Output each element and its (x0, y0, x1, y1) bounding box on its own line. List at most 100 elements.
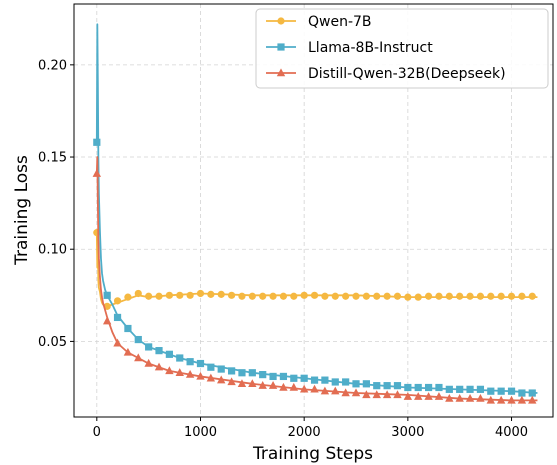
data-point (528, 292, 536, 300)
data-point (414, 383, 422, 392)
data-point (362, 380, 370, 388)
data-point (424, 292, 433, 300)
data-point (466, 292, 474, 300)
y-tick-label: 0.15 (38, 151, 67, 166)
data-point (165, 366, 174, 375)
data-point (259, 292, 267, 300)
data-point (227, 367, 236, 375)
data-point (134, 335, 142, 344)
data-point (92, 169, 102, 177)
y-tick-label: 0.20 (38, 58, 67, 73)
data-point (217, 290, 225, 298)
data-point (165, 350, 173, 358)
data-point (424, 383, 433, 392)
legend-box (255, 8, 549, 89)
data-point (507, 292, 516, 300)
data-point (207, 363, 215, 371)
data-point (487, 387, 495, 395)
x-tick-label: 1000 (184, 425, 217, 440)
data-point (435, 383, 443, 392)
data-point (248, 292, 256, 300)
data-point (528, 389, 536, 397)
x-tick-label: 2000 (288, 425, 321, 440)
data-point (393, 292, 402, 300)
series-0 (93, 229, 538, 310)
data-point (476, 292, 485, 300)
data-point (342, 378, 350, 386)
data-point (113, 297, 122, 305)
data-point (227, 291, 236, 299)
data-point (352, 292, 360, 300)
data-point (113, 338, 122, 347)
y-tick-label: 0.05 (38, 335, 67, 350)
data-point (403, 392, 413, 400)
data-point (103, 291, 111, 299)
data-point (196, 371, 205, 380)
data-point (518, 389, 526, 397)
data-point (207, 290, 215, 298)
data-point (176, 354, 184, 362)
series-2 (92, 156, 538, 404)
data-point (331, 386, 340, 395)
data-point (456, 292, 464, 300)
data-point (279, 372, 288, 381)
x-tick-label: 4000 (495, 425, 528, 440)
data-point (217, 365, 225, 373)
data-point (445, 393, 454, 402)
data-point (404, 383, 412, 392)
data-point (268, 381, 278, 389)
data-point (486, 395, 495, 404)
data-point (134, 289, 142, 298)
y-tick-label: 0.10 (38, 243, 67, 258)
data-point (248, 369, 256, 377)
data-point (289, 382, 299, 391)
data-point (507, 395, 516, 404)
data-point (517, 395, 527, 404)
legend-marker (277, 43, 285, 51)
data-point (124, 324, 132, 333)
data-point (466, 385, 474, 393)
x-tick-label: 0 (93, 425, 101, 440)
data-point (351, 388, 361, 397)
data-point (196, 359, 205, 368)
data-point (424, 392, 433, 400)
data-point (393, 382, 402, 390)
data-point (310, 376, 319, 384)
data-point (290, 374, 298, 382)
data-point (497, 387, 505, 395)
data-point (310, 291, 319, 299)
data-point (383, 292, 391, 300)
data-point (414, 293, 422, 301)
series-layer (92, 23, 538, 404)
data-point (331, 292, 339, 300)
data-point (435, 292, 443, 300)
data-point (465, 393, 475, 402)
data-point (300, 374, 308, 382)
data-point (123, 347, 133, 356)
data-point (165, 291, 173, 299)
data-point (155, 292, 163, 300)
legend-marker (277, 17, 285, 25)
data-point (414, 392, 423, 400)
data-point (507, 387, 516, 395)
data-point (102, 316, 112, 325)
data-point (404, 293, 412, 301)
data-point (393, 390, 402, 399)
data-point (238, 369, 246, 377)
data-point (238, 292, 246, 300)
data-point (144, 358, 153, 367)
data-point (186, 358, 194, 366)
data-point (382, 390, 392, 399)
x-tick-label: 3000 (391, 425, 424, 440)
legend-entry-label: Qwen-7B (308, 14, 372, 30)
data-point (299, 384, 309, 393)
data-point (175, 368, 184, 376)
data-point (456, 385, 464, 393)
data-point (383, 382, 391, 390)
data-point (155, 347, 163, 355)
data-point (518, 292, 526, 300)
data-point (487, 292, 495, 300)
data-point (476, 385, 485, 393)
data-point (476, 393, 485, 402)
